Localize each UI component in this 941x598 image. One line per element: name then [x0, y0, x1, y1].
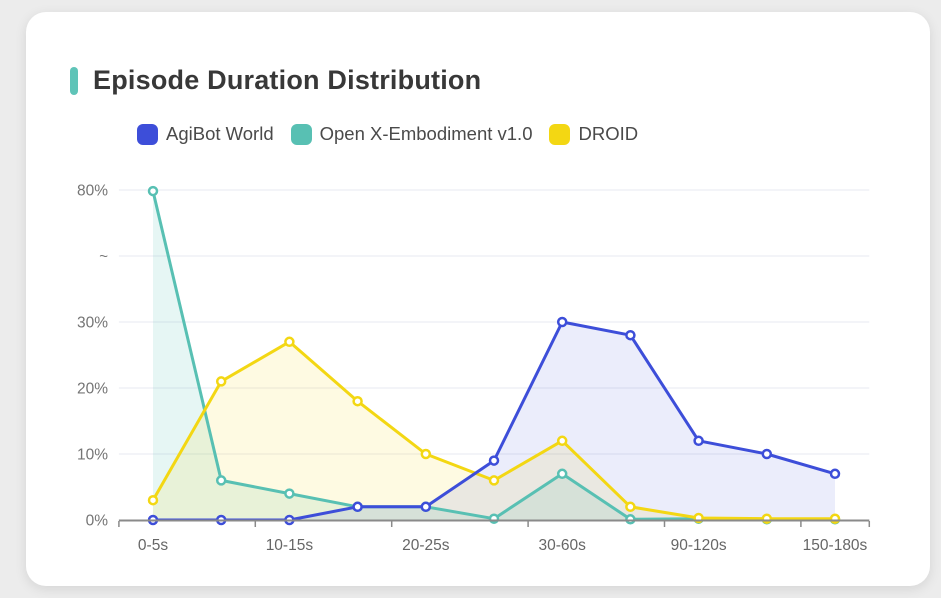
legend-item-droid[interactable]: DROID	[549, 123, 638, 145]
legend-item-agibot-world[interactable]: AgiBot World	[137, 123, 274, 145]
legend-label-agibot-world: AgiBot World	[166, 123, 274, 144]
legend-item-open-x-embodiment[interactable]: Open X-Embodiment v1.0	[290, 123, 533, 145]
chart-card: Episode Duration Distribution AgiBot Wor…	[26, 12, 930, 586]
legend-label-droid: DROID	[578, 123, 639, 144]
title-accent-bar	[70, 66, 78, 95]
legend-label-open-x-embodiment: Open X-Embodiment v1.0	[319, 123, 533, 144]
chart-legend: AgiBot World Open X-Embodiment v1.0 DROI…	[137, 123, 638, 145]
page-title: Episode Duration Distribution	[93, 65, 482, 95]
legend-swatch-droid	[549, 123, 571, 145]
title-row: Episode Duration Distribution	[70, 65, 481, 96]
legend-swatch-open-x-embodiment	[290, 123, 312, 145]
legend-swatch-agibot-world	[137, 123, 158, 145]
